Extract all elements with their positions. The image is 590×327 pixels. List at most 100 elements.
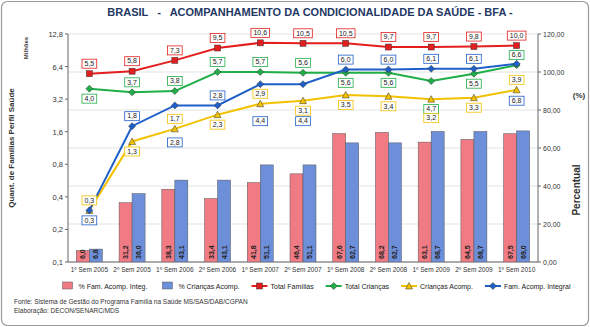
label-box — [125, 78, 140, 87]
bar — [388, 143, 401, 262]
label-box — [125, 147, 140, 156]
legend-item: % Fam. Acomp. Integ. — [63, 282, 148, 291]
line-label: 9,7 — [424, 33, 439, 42]
legend: % Fam. Acomp. Integ.% Crianças Acomp.Tot… — [63, 282, 571, 291]
label-box — [82, 196, 97, 205]
legend-item: Total Crianças — [326, 283, 390, 291]
bar — [333, 134, 346, 262]
bar-label: 51,1 — [306, 245, 314, 259]
labels: 6,031,238,333,441,846,467,668,263,164,56… — [79, 28, 527, 259]
line-label: 5,5 — [82, 59, 97, 68]
marker — [129, 138, 136, 145]
line-label: 6,1 — [424, 54, 439, 63]
marker — [86, 85, 93, 92]
line-label: 6,0 — [338, 55, 353, 64]
label-box — [381, 55, 396, 64]
y-tick-label: 12,8 — [48, 30, 63, 39]
bar-label: 51,1 — [263, 245, 271, 259]
line-label-text: 4,4 — [255, 117, 265, 124]
line-label-text: 6,6 — [512, 51, 522, 58]
line-label-text: 4,0 — [84, 95, 94, 102]
label-box — [381, 33, 396, 42]
line-label-text: 3,1 — [298, 107, 308, 114]
line-label: 0,3 — [82, 196, 97, 205]
line-label: 4,4 — [296, 117, 311, 126]
line-label-text: 4,7 — [426, 105, 436, 112]
bar-label: 64,5 — [464, 245, 472, 259]
y2-tick — [538, 110, 541, 111]
title: BRASIL - ACOMPANHAMENTO DA CONDICIONALID… — [107, 6, 513, 18]
y-tick — [65, 164, 68, 165]
marker — [300, 69, 307, 76]
marker — [172, 57, 178, 63]
bar — [290, 174, 303, 262]
bar-label: 33,4 — [208, 245, 216, 259]
label-box — [167, 77, 182, 86]
bar — [418, 142, 431, 262]
label-box — [338, 100, 353, 109]
marks — [76, 40, 529, 262]
y2-tick — [538, 262, 541, 263]
label-box — [210, 58, 225, 67]
marker — [171, 125, 178, 132]
marker — [215, 45, 221, 51]
line-label-text: 1,7 — [170, 115, 180, 122]
line-label-text: 0,3 — [84, 197, 94, 204]
line-label-text: 5,6 — [298, 59, 308, 66]
y2-tick-label: 60,00 — [543, 145, 561, 152]
line-label: 7,3 — [167, 46, 182, 55]
y2-tick-label: 80,00 — [543, 107, 561, 114]
marker — [214, 111, 221, 118]
bar — [431, 131, 444, 262]
line-label: 1,8 — [125, 112, 140, 121]
line-label: 10,5 — [294, 29, 313, 38]
marker — [257, 69, 264, 76]
line-label-text: 10,6 — [253, 29, 267, 36]
line-label-text: 5,8 — [127, 57, 137, 64]
line-label-text: 9,8 — [469, 33, 479, 40]
line-label: 5,7 — [253, 58, 268, 67]
bar-label: 68,2 — [378, 245, 386, 259]
label-box — [294, 29, 313, 38]
line-label-text: 5,7 — [213, 58, 223, 65]
bar-label: 68,7 — [477, 245, 485, 259]
bar-label: 62,7 — [349, 245, 357, 259]
line-label-text: 0,3 — [84, 217, 94, 224]
line — [89, 64, 516, 211]
line-label: 3,9 — [509, 75, 524, 84]
y-tick-label: 3,2 — [53, 95, 63, 104]
y-tick — [65, 99, 68, 100]
line-label-text: 10,5 — [339, 30, 353, 37]
y-tick — [65, 131, 68, 132]
line-label-text: 5,5 — [84, 60, 94, 67]
label-box — [338, 55, 353, 64]
x-tick-label: 2º Sem 2006 — [199, 266, 237, 273]
legend-marker — [489, 283, 496, 290]
bar-label: 6,8 — [92, 249, 100, 259]
label-box — [509, 51, 524, 60]
marker — [171, 88, 178, 95]
y-tick-label: 1,6 — [53, 128, 63, 137]
label-box — [338, 78, 353, 87]
bar-label: 46,4 — [293, 245, 301, 259]
label-box — [424, 105, 439, 114]
line-label-text: 2,8 — [170, 139, 180, 146]
line-label-text: 4,4 — [298, 117, 308, 124]
label-box — [125, 57, 140, 66]
y-tick — [65, 196, 68, 197]
bar — [517, 131, 530, 262]
bar — [346, 143, 359, 262]
y2-tick-label: 100,00 — [543, 69, 565, 76]
bar-label: 43,1 — [178, 245, 186, 259]
line-label: 4,7 — [424, 105, 439, 114]
x-tick-label: 1º Sem 2008 — [327, 266, 365, 273]
label-box — [507, 31, 526, 40]
line-label-text: 3,4 — [384, 103, 394, 110]
y2-tick — [538, 186, 541, 187]
line-label: 10,5 — [336, 29, 355, 38]
label-box — [509, 96, 524, 105]
marker — [214, 102, 221, 109]
label-box — [381, 78, 396, 87]
bar — [205, 199, 218, 262]
line-label-text: 2,3 — [213, 121, 223, 128]
